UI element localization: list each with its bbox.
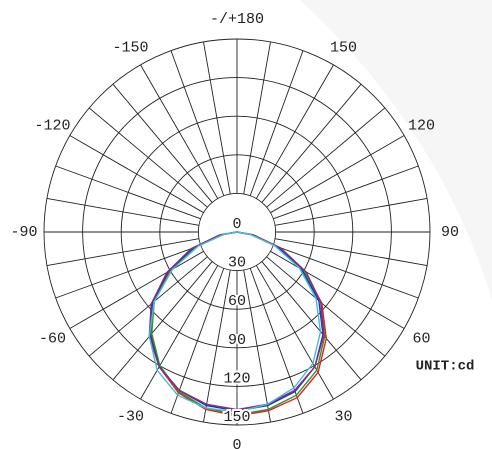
angle-tick-label: -/+180 xyxy=(210,11,264,28)
grid-spoke xyxy=(261,261,362,381)
background-shape xyxy=(300,0,492,300)
angle-tick-label: -90 xyxy=(10,224,37,241)
grid-spoke xyxy=(274,198,428,226)
grid-spoke xyxy=(249,268,304,414)
radial-tick-label: 90 xyxy=(228,332,246,349)
angle-tick-label: 120 xyxy=(408,117,435,134)
angle-tick-label: 0 xyxy=(232,437,241,449)
grid-spoke xyxy=(261,83,362,203)
grid-spoke xyxy=(255,265,334,400)
grid-spoke xyxy=(140,265,219,400)
radial-tick-label: 0 xyxy=(232,216,241,233)
grid-spoke xyxy=(266,256,386,357)
angle-tick-label: 60 xyxy=(412,330,430,347)
grid-spoke xyxy=(112,261,213,381)
grid-spoke xyxy=(46,198,200,226)
radial-tick-label: 150 xyxy=(223,409,250,426)
grid-spoke xyxy=(203,41,231,195)
grid-spoke xyxy=(203,269,231,423)
angle-tick-label: 90 xyxy=(441,224,459,241)
angle-tick-label: -30 xyxy=(117,408,144,425)
intensity-curve xyxy=(148,231,325,411)
grid-spoke xyxy=(88,107,208,208)
grid-spoke xyxy=(255,64,334,199)
grid-spoke xyxy=(88,256,208,357)
angle-tick-label: -60 xyxy=(39,330,66,347)
grid-spoke xyxy=(270,250,405,329)
grid-spoke xyxy=(273,165,419,220)
angle-tick-label: 30 xyxy=(334,408,352,425)
grid-spoke xyxy=(112,83,213,203)
unit-label: UNIT:cd xyxy=(416,359,475,375)
grid-spoke xyxy=(46,238,200,266)
radial-tick-label: 60 xyxy=(228,293,246,310)
grid-spoke xyxy=(273,244,419,299)
angle-tick-label: -120 xyxy=(35,117,71,134)
radial-tick-label: 120 xyxy=(223,370,250,387)
grid-spoke xyxy=(249,50,304,196)
grid-spoke xyxy=(55,244,201,299)
grid-spoke xyxy=(69,250,204,329)
grid-spoke xyxy=(170,50,225,196)
intensity-curve xyxy=(148,231,322,413)
grid-spoke xyxy=(170,268,225,414)
grid-spoke xyxy=(140,64,219,199)
grid-spoke xyxy=(55,165,201,220)
angle-tick-label: -150 xyxy=(112,40,148,57)
radial-tick-label: 30 xyxy=(228,255,246,272)
grid-spoke xyxy=(243,269,271,423)
grid-spoke xyxy=(274,238,428,266)
grid-spoke xyxy=(266,107,386,208)
grid-spoke xyxy=(270,135,405,214)
angle-tick-label: 150 xyxy=(330,40,357,57)
grid-spoke xyxy=(243,41,271,195)
grid-spoke xyxy=(69,135,204,214)
